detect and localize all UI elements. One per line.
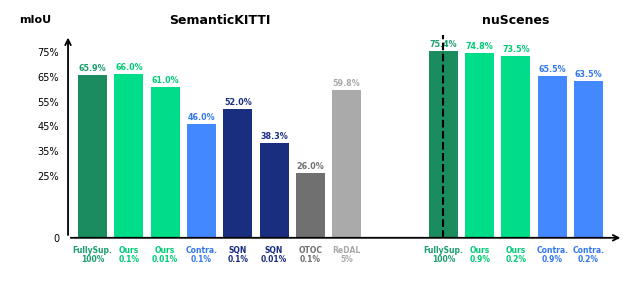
Text: 75.4%: 75.4%	[429, 40, 457, 49]
Text: 46.0%: 46.0%	[188, 113, 215, 122]
Text: 38.3%: 38.3%	[260, 132, 288, 141]
Bar	[574, 81, 603, 238]
Text: 0.01%: 0.01%	[152, 255, 179, 264]
Text: OTOC: OTOC	[298, 246, 323, 255]
Text: Contra.: Contra.	[536, 246, 568, 255]
Bar	[296, 173, 325, 238]
Text: 63.5%: 63.5%	[575, 70, 602, 79]
Text: mIoU: mIoU	[19, 15, 51, 25]
Text: nuScenes: nuScenes	[483, 14, 550, 27]
Text: FullySup.: FullySup.	[424, 246, 463, 255]
Text: 74.8%: 74.8%	[466, 42, 493, 51]
Bar	[429, 51, 458, 238]
Text: 65.5%: 65.5%	[538, 65, 566, 74]
Bar	[260, 143, 289, 238]
Text: 0.9%: 0.9%	[469, 255, 490, 264]
Text: 73.5%: 73.5%	[502, 45, 530, 54]
Text: 52.0%: 52.0%	[224, 98, 252, 107]
Text: SemanticKITTI: SemanticKITTI	[169, 14, 270, 27]
Bar	[78, 75, 107, 238]
Text: 0.01%: 0.01%	[261, 255, 287, 264]
Bar	[187, 124, 216, 238]
Text: Ours: Ours	[470, 246, 490, 255]
Bar	[465, 52, 494, 238]
Text: ReDAL: ReDAL	[333, 246, 361, 255]
Text: Contra.: Contra.	[573, 246, 605, 255]
Bar	[501, 56, 531, 238]
Bar	[223, 109, 252, 238]
Text: 100%: 100%	[431, 255, 455, 264]
Text: SQN: SQN	[265, 246, 284, 255]
Text: 0.9%: 0.9%	[541, 255, 563, 264]
Text: 0.2%: 0.2%	[506, 255, 527, 264]
Text: 26.0%: 26.0%	[296, 162, 324, 171]
Text: 0.1%: 0.1%	[300, 255, 321, 264]
Text: FullySup.: FullySup.	[73, 246, 113, 255]
Text: 65.9%: 65.9%	[79, 64, 106, 73]
Bar	[538, 76, 567, 238]
Text: 61.0%: 61.0%	[152, 76, 179, 85]
Text: 5%: 5%	[340, 255, 353, 264]
Text: Ours: Ours	[506, 246, 526, 255]
Text: 0.1%: 0.1%	[118, 255, 140, 264]
Text: Ours: Ours	[155, 246, 175, 255]
Text: 0.1%: 0.1%	[191, 255, 212, 264]
Text: 0.2%: 0.2%	[578, 255, 599, 264]
Text: 100%: 100%	[81, 255, 104, 264]
Text: Ours: Ours	[119, 246, 139, 255]
Bar	[115, 75, 143, 238]
Text: SQN: SQN	[228, 246, 247, 255]
Text: Contra.: Contra.	[186, 246, 218, 255]
Bar	[150, 87, 180, 238]
Text: 0.1%: 0.1%	[227, 255, 248, 264]
Text: 66.0%: 66.0%	[115, 64, 143, 72]
Text: 59.8%: 59.8%	[333, 79, 360, 88]
Bar	[332, 90, 361, 238]
